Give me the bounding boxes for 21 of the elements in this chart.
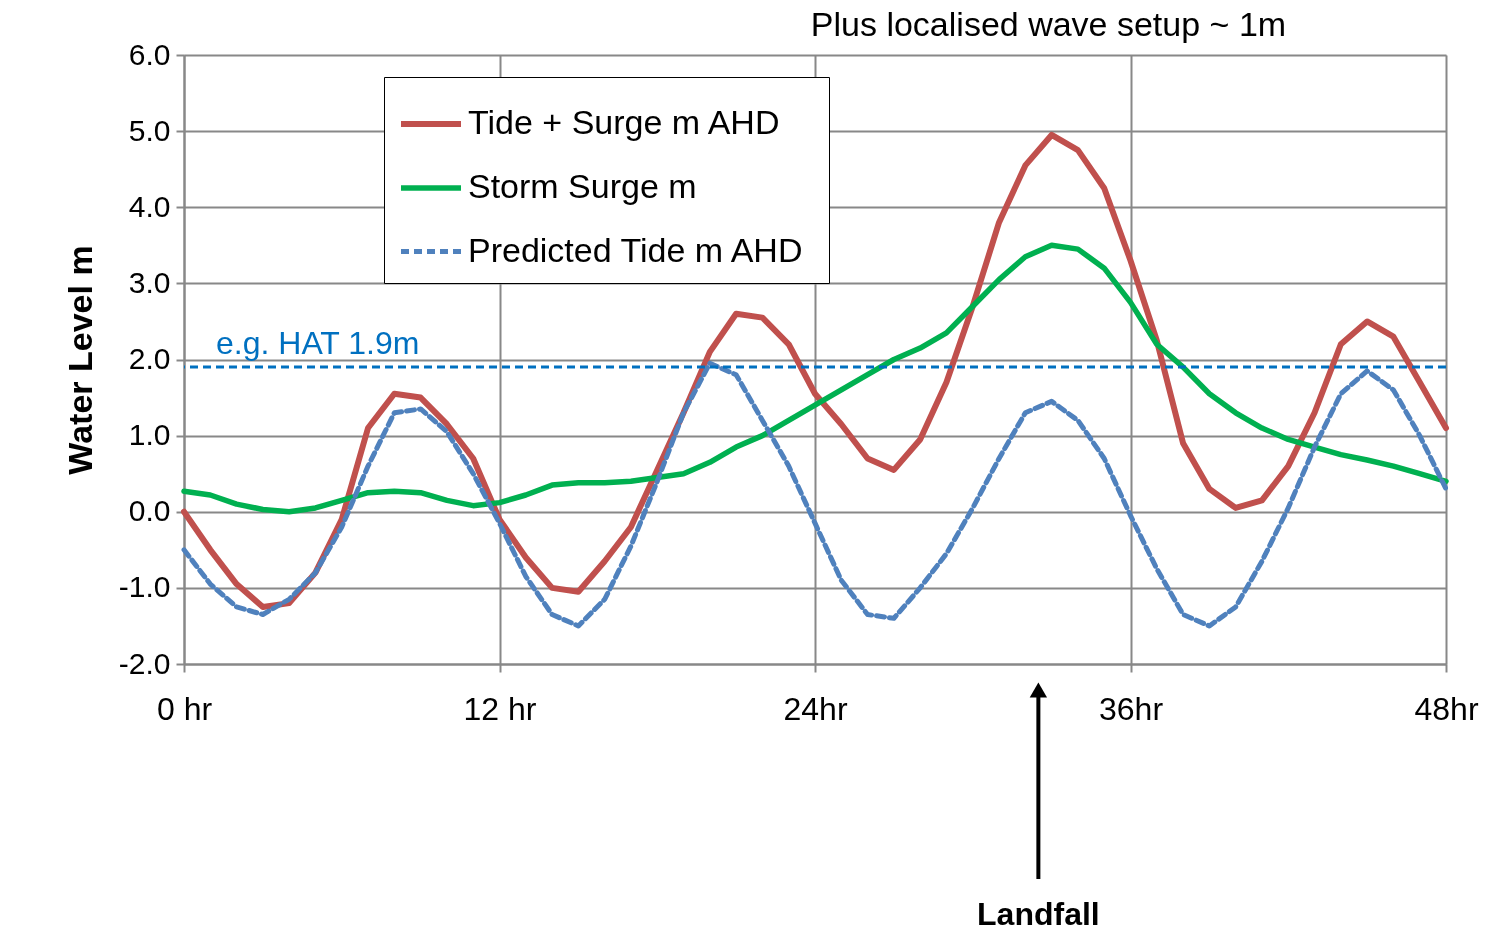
- x-tick-label: 36hr: [1098, 690, 1164, 727]
- y-tick-label: 0.0: [128, 494, 171, 528]
- legend-label: Tide + Surge m AHD: [468, 103, 780, 141]
- ref-line-label: e.g. HAT 1.9m: [216, 325, 420, 362]
- y-tick-label: 3.0: [128, 265, 171, 299]
- y-tick-label: -2.0: [118, 646, 171, 680]
- text: Landfall: [977, 896, 1100, 932]
- y-tick-label: 5.0: [128, 113, 171, 147]
- y-tick-label: 2.0: [128, 342, 171, 375]
- x-tick-label: 12 hr: [463, 690, 537, 727]
- y-tick-label: -1.0: [118, 570, 171, 604]
- x-tick-label: 48hr: [1414, 690, 1479, 727]
- y-tick-label: 1.0: [128, 418, 171, 452]
- y-tick-label: 6.0: [128, 37, 171, 71]
- y-tick-label: 4.0: [128, 189, 171, 223]
- x-tick-label: 24hr: [783, 690, 848, 727]
- x-tick-label: 0 hr: [156, 690, 213, 727]
- text: Plus localised wave setup ~ 1m: [810, 5, 1287, 43]
- legend-label: Predicted Tide m AHD: [468, 230, 803, 269]
- y-axis-title: Water Level m: [60, 245, 99, 475]
- legend-label: Storm Surge m: [468, 167, 697, 205]
